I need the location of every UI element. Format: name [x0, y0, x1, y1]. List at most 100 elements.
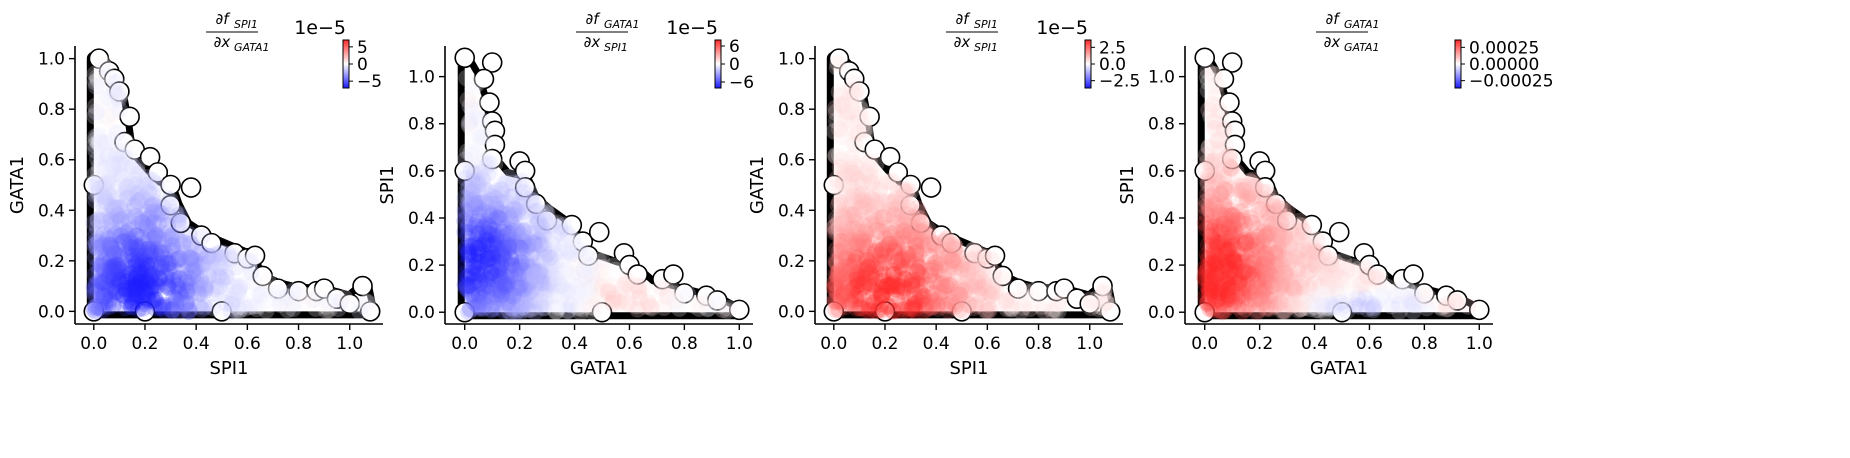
data-point — [616, 274, 634, 292]
data-point — [134, 206, 152, 224]
data-point — [1311, 272, 1329, 290]
data-point — [146, 240, 164, 258]
data-point — [488, 191, 506, 209]
data-point — [845, 220, 863, 238]
data-point — [466, 268, 484, 286]
data-point — [888, 253, 906, 271]
data-point — [850, 98, 868, 116]
data-point — [138, 285, 156, 303]
data-point — [101, 290, 119, 308]
data-point — [629, 278, 647, 296]
data-point — [858, 251, 876, 269]
data-point — [488, 208, 506, 226]
data-point — [185, 262, 203, 280]
data-point — [164, 271, 182, 289]
data-point — [556, 285, 574, 303]
data-point — [136, 247, 154, 265]
data-point — [1364, 301, 1382, 319]
data-point — [909, 263, 927, 281]
data-point — [688, 294, 706, 312]
data-point — [511, 276, 529, 294]
data-point — [854, 262, 872, 280]
data-point — [493, 290, 511, 308]
data-point — [911, 210, 929, 228]
data-point — [1201, 300, 1219, 318]
data-point — [548, 214, 566, 232]
data-point — [1432, 299, 1450, 317]
data-point — [541, 260, 559, 278]
data-point — [1398, 280, 1416, 298]
data-point — [860, 274, 878, 292]
data-point — [123, 288, 141, 306]
data-point — [1215, 169, 1233, 187]
data-point — [599, 282, 617, 300]
data-point — [1211, 185, 1229, 203]
data-point — [911, 258, 929, 276]
data-point — [152, 204, 170, 222]
data-point — [495, 272, 513, 290]
data-point — [95, 288, 113, 306]
data-point — [128, 241, 146, 259]
data-point — [113, 263, 131, 281]
data-point — [558, 302, 576, 320]
data-point — [914, 291, 932, 309]
data-point — [482, 264, 500, 282]
data-point — [860, 296, 878, 314]
data-point — [457, 256, 475, 274]
data-point — [459, 143, 477, 161]
data-point — [514, 189, 532, 207]
data-point — [508, 201, 526, 219]
outline-point — [1447, 290, 1468, 311]
data-point — [1206, 245, 1224, 263]
data-point — [906, 234, 924, 252]
data-point — [832, 271, 850, 289]
data-point — [144, 230, 162, 248]
data-point — [908, 256, 926, 274]
data-point — [984, 282, 1002, 300]
data-point — [470, 148, 488, 166]
data-point — [907, 244, 925, 262]
data-points — [1196, 62, 1477, 321]
data-point — [945, 240, 963, 258]
data-point — [837, 249, 855, 267]
data-point — [139, 203, 157, 221]
data-point — [560, 234, 578, 252]
data-point — [460, 215, 478, 233]
data-point — [495, 285, 513, 303]
data-point — [874, 272, 892, 290]
data-point — [122, 235, 140, 253]
data-point — [1261, 238, 1279, 256]
data-point — [1329, 271, 1347, 289]
data-point — [945, 298, 963, 316]
x-tick-label: 0.4 — [561, 334, 588, 354]
data-point — [826, 279, 844, 297]
data-point — [1405, 296, 1423, 314]
data-point — [159, 254, 177, 272]
data-point — [130, 252, 148, 270]
data-point — [529, 202, 547, 220]
data-point — [123, 239, 141, 257]
data-point — [542, 295, 560, 313]
data-point — [112, 211, 130, 229]
data-point — [847, 264, 865, 282]
data-point — [503, 214, 521, 232]
data-point — [563, 279, 581, 297]
data-point — [498, 289, 516, 307]
data-point — [720, 299, 738, 317]
data-point — [199, 252, 217, 270]
data-point — [520, 236, 538, 254]
data-point — [1222, 279, 1240, 297]
data-point — [460, 245, 478, 263]
x-tick-label: 0.0 — [451, 334, 478, 354]
data-point — [926, 263, 944, 281]
data-point — [102, 211, 120, 229]
data-point — [1199, 176, 1217, 194]
data-point — [547, 253, 565, 271]
data-point — [119, 180, 137, 198]
data-point — [697, 293, 715, 311]
data-point — [525, 235, 543, 253]
data-point — [842, 191, 860, 209]
outline-point — [525, 193, 547, 215]
data-point — [1251, 200, 1269, 218]
data-point — [519, 285, 537, 303]
